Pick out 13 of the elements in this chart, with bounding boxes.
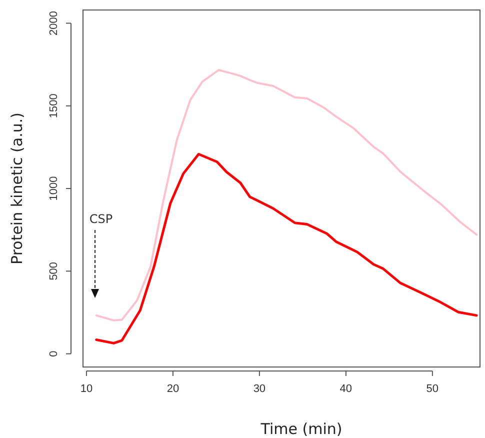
x-axis-title: Time (min) [260,420,342,438]
y-axis-title: Protein kinetic (a.u.) [8,112,26,264]
x-tick-label: 50 [426,383,439,396]
y-tick-label: 1500 [48,94,60,118]
x-tick-label: 30 [253,383,266,396]
y-tick-label: 2000 [48,10,60,36]
annotation: CSP [89,212,113,226]
y-tick-label: 0 [48,350,60,357]
x-tick-label: 40 [340,383,352,396]
y-tick-label: 500 [48,262,60,280]
y-tick-label: 1000 [48,176,60,201]
x-tick-label: 20 [166,383,180,396]
x-tick-label: 10 [80,383,93,396]
